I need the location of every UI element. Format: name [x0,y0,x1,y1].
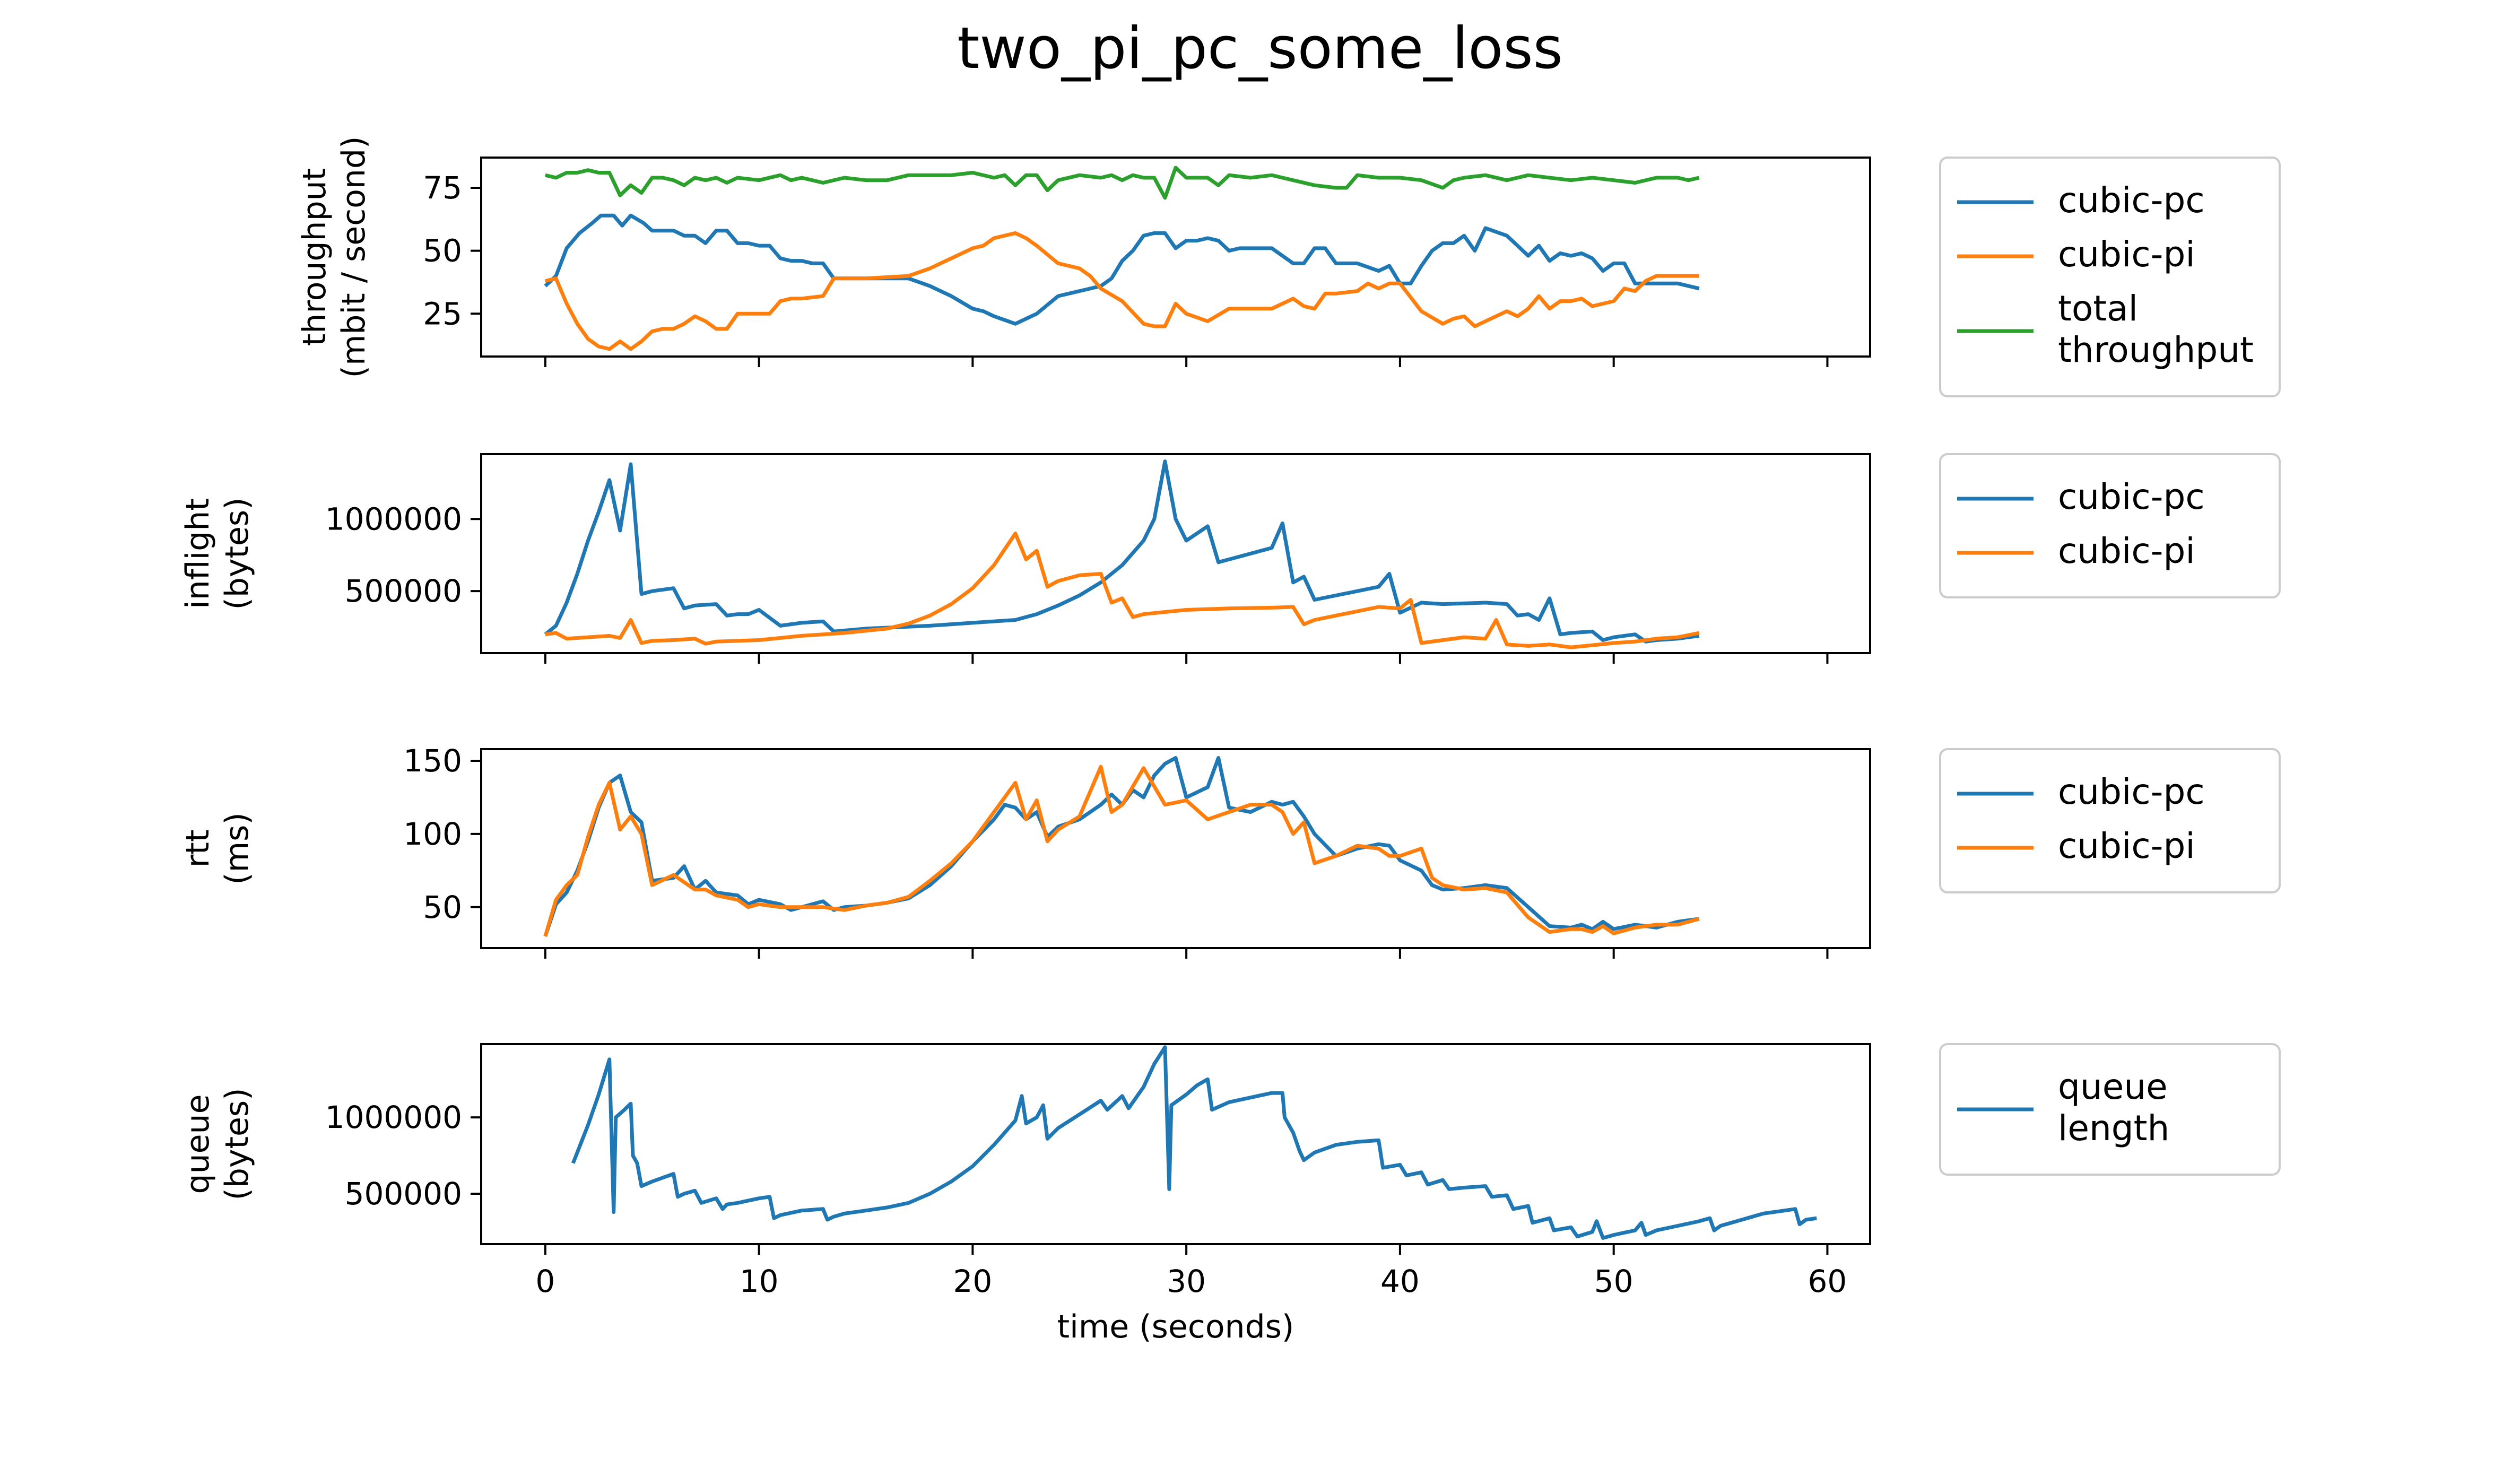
legend-label-1: cubic-pc [2058,476,2205,517]
series-line-1 [571,1045,1817,1240]
series-line-2 [545,532,1700,649]
y-tick-label: 1000000 [325,501,462,537]
y-tick-label: 75 [423,170,462,206]
y-tick-label: 150 [403,743,462,779]
x-tick-label: 40 [1380,1263,1420,1299]
chart-panel-4: 500000 1000000 0 10 20 30 40 50 60 queue(bytes) ti… [179,1043,2281,1345]
x-tick-label: 0 [535,1263,555,1299]
legend-box [1939,453,2281,598]
x-tick-label: 60 [1808,1263,1847,1299]
y-tick-label: 25 [423,296,462,332]
x-tick-label: 20 [953,1263,992,1299]
legend-label-3: total throughput [2058,288,2254,370]
legend: cubic-pc cubic-pi [1939,748,2281,893]
legend-box [1939,157,2281,397]
legend-label-2: cubic-pi [2058,826,2195,866]
series-line-2 [544,231,1699,351]
legend-label-2: cubic-pi [2058,234,2195,275]
chart-panel-3: 50 100 150 rtt(ms) cubic-pc cubic-pi [179,743,2281,959]
y-tick-label: 50 [423,233,462,269]
legend-label-1: cubic-pc [2058,771,2205,812]
figure-title: two_pi_pc_some_loss [957,15,1563,82]
legend: queue length [1939,1043,2281,1176]
series-line-1 [544,213,1700,326]
plot-frame [480,748,1871,949]
legend-label-1: cubic-pc [2058,180,2205,221]
legend: cubic-pc cubic-pi [1939,453,2281,598]
plot-frame [480,453,1871,654]
legend-box [1939,748,2281,893]
x-tick-label: 30 [1167,1263,1206,1299]
legend-box [1939,1043,2281,1176]
legend-label-2: cubic-pi [2058,531,2195,571]
plot-frame [480,1043,1871,1245]
y-tick-label: 500000 [345,573,462,609]
y-axis-label: inflight(bytes) [179,497,256,610]
y-axis-label: throughput(mbit / second) [296,136,372,378]
y-tick-label: 100 [403,816,462,852]
y-tick-label: 1000000 [325,1099,462,1135]
x-axis-label: time (seconds) [1057,1308,1294,1345]
legend: cubic-pc cubic-pi total throughput [1939,157,2281,397]
series-line-3 [544,166,1700,200]
x-tick-label: 50 [1594,1263,1633,1299]
series-line-1 [544,459,1700,644]
y-axis-label: queue(bytes) [179,1088,256,1200]
x-tick-label: 10 [740,1263,779,1299]
y-tick-label: 500000 [345,1176,462,1212]
series-line-2 [543,765,1700,937]
y-axis-label: rtt(ms) [179,812,256,885]
legend-label-1: queue length [2058,1066,2169,1149]
y-tick-label: 50 [423,889,462,925]
plot-frame [480,157,1871,358]
chart-panel-2: 5000001000000inflight(bytes)cubic-pccubi… [179,453,2281,664]
